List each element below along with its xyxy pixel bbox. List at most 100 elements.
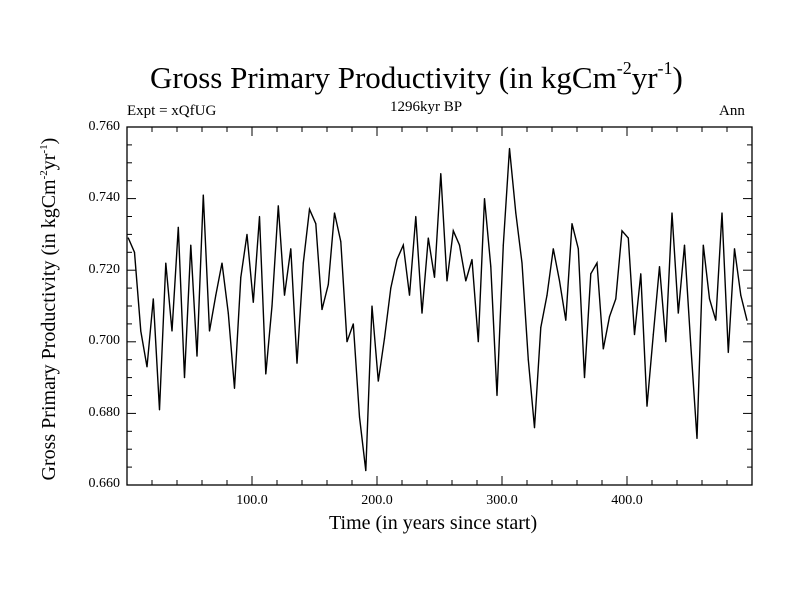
- ylabel-text: Gross Primary Productivity (in kgCm: [38, 179, 60, 481]
- data-point: [708, 298, 711, 300]
- x-tick-label: 200.0: [361, 493, 393, 508]
- data-point: [633, 334, 636, 336]
- data-point: [140, 330, 142, 332]
- data-point: [133, 251, 136, 253]
- series-points: [127, 147, 748, 472]
- data-point: [683, 244, 686, 246]
- y-tick-label: 0.660: [88, 476, 121, 491]
- title-sup-m2: -2: [616, 58, 632, 78]
- data-point: [652, 334, 654, 336]
- series-line-gpp: [127, 148, 748, 471]
- data-point: [221, 262, 223, 264]
- data-point: [177, 226, 179, 228]
- x-axis-ticks: [126, 127, 753, 485]
- data-point: [571, 223, 573, 225]
- data-point: [196, 355, 198, 357]
- ylabel-unit-yr: yr: [38, 153, 60, 171]
- data-point: [508, 147, 511, 150]
- data-point: [246, 233, 248, 235]
- data-point: [240, 276, 242, 278]
- x-axis-label: Time (in years since start): [329, 512, 538, 534]
- data-point: [602, 348, 604, 350]
- data-point: [583, 377, 586, 379]
- data-point: [358, 416, 361, 418]
- data-point: [590, 273, 592, 275]
- data-point: [440, 172, 442, 175]
- data-point: [227, 312, 229, 314]
- data-point: [533, 427, 536, 429]
- data-point: [258, 215, 261, 218]
- data-point: [477, 341, 479, 343]
- title-unit-yr: yr: [631, 60, 658, 95]
- data-point: [471, 258, 473, 261]
- data-point: [502, 244, 504, 246]
- data-point: [190, 244, 192, 246]
- title-close: ): [672, 60, 683, 95]
- data-point: [721, 212, 723, 214]
- data-point: [452, 230, 454, 232]
- y-tick-label: 0.700: [88, 333, 121, 348]
- data-point: [733, 248, 736, 250]
- data-point: [433, 276, 436, 278]
- data-point: [296, 362, 298, 364]
- data-point: [746, 319, 748, 321]
- ylabel-sup-m2: -2: [38, 170, 50, 180]
- data-point: [146, 366, 148, 368]
- data-point: [640, 273, 642, 275]
- data-point: [390, 287, 392, 289]
- data-point: [252, 301, 254, 304]
- y-tick-label: 0.740: [88, 190, 121, 205]
- data-point: [415, 215, 417, 218]
- data-point: [152, 298, 154, 300]
- data-point: [352, 323, 354, 325]
- chart-title: Gross Primary Productivity (in kgCm-2yr-…: [150, 58, 683, 96]
- data-point: [521, 262, 523, 264]
- data-point: [621, 230, 623, 232]
- data-point: [365, 470, 367, 472]
- plot-frame: [126, 126, 753, 486]
- data-point: [696, 437, 698, 440]
- data-point: [458, 244, 461, 246]
- data-point: [658, 266, 661, 268]
- data-point: [283, 294, 286, 296]
- data-point: [552, 248, 554, 250]
- y-axis-label: Gross Primary Productivity (in kgCm-2yr-…: [38, 138, 61, 481]
- data-point: [646, 405, 648, 407]
- season-label: Ann: [719, 103, 745, 119]
- x-tick-label: 400.0: [611, 493, 643, 508]
- data-point: [165, 262, 167, 264]
- title-text: Gross Primary Productivity (in kgCm: [150, 60, 617, 95]
- data-point: [671, 212, 673, 214]
- data-point: [715, 319, 717, 321]
- y-tick-label: 0.760: [88, 119, 121, 134]
- y-tick-label: 0.680: [88, 405, 121, 420]
- data-point: [515, 212, 517, 214]
- data-point: [546, 294, 548, 296]
- data-point: [627, 237, 629, 239]
- data-point: [421, 312, 423, 314]
- data-point: [371, 305, 373, 307]
- data-point: [665, 341, 667, 343]
- data-point: [183, 377, 186, 379]
- data-point: [615, 298, 617, 300]
- data-point: [346, 341, 348, 343]
- data-point: [302, 262, 304, 264]
- data-point: [408, 294, 411, 296]
- data-point: [215, 294, 217, 296]
- data-point: [490, 266, 492, 268]
- data-point: [690, 344, 692, 346]
- data-point: [265, 373, 267, 375]
- data-point: [233, 387, 236, 389]
- period-label: 1296kyr BP: [390, 99, 463, 115]
- data-point: [483, 198, 486, 200]
- experiment-label: Expt = xQfUG: [127, 103, 217, 119]
- title-sup-y1: -1: [657, 58, 673, 78]
- data-point: [465, 280, 467, 282]
- data-point: [271, 305, 273, 307]
- data-point: [740, 294, 742, 296]
- data-point: [208, 330, 211, 332]
- data-point: [315, 223, 317, 225]
- data-point: [277, 205, 279, 207]
- y-axis-ticks: [127, 126, 752, 486]
